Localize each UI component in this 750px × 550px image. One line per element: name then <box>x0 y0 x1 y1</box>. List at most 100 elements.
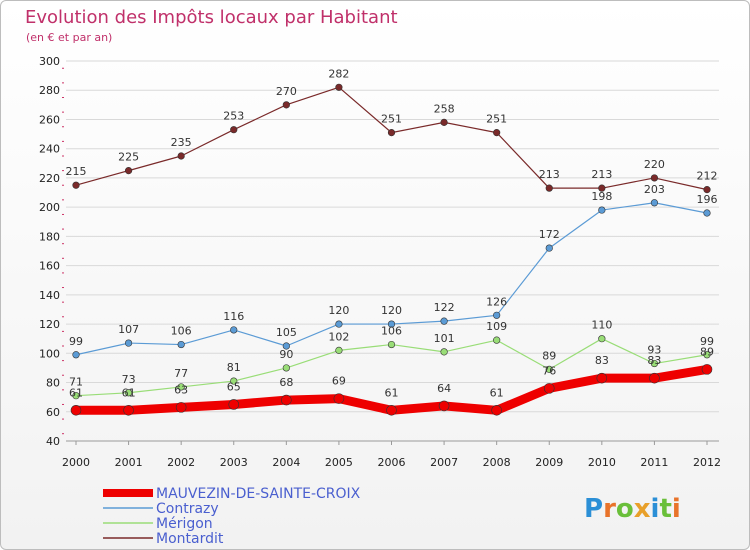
legend-label-contrazy: Contrazy <box>156 501 219 517</box>
data-label-contrazy: 126 <box>486 295 507 308</box>
data-label-mauvezin-de-sainte-croix: 61 <box>69 386 83 399</box>
marker-m-rigon <box>124 389 133 397</box>
legend-label-montardit: Montardit <box>156 531 224 547</box>
marker-mauvezin-de-sainte-croix <box>543 383 555 394</box>
marker-contrazy <box>124 339 133 347</box>
marker-mauvezin-de-sainte-croix <box>123 405 134 416</box>
data-label-m-rigon: 93 <box>647 344 661 357</box>
data-label-mauvezin-de-sainte-croix: 65 <box>227 380 241 393</box>
x-tick-label: 2004 <box>272 456 300 469</box>
y-tick-label: 200 <box>39 201 60 214</box>
data-label-contrazy: 196 <box>697 193 718 206</box>
marker-contrazy <box>703 209 711 217</box>
marker-montardit <box>598 184 606 192</box>
marker-contrazy <box>650 199 659 207</box>
y-tick-label: 180 <box>39 230 60 243</box>
marker-mauvezin-de-sainte-croix <box>281 394 292 406</box>
marker-mauvezin-de-sainte-croix <box>333 393 345 404</box>
data-label-montardit: 258 <box>434 102 455 115</box>
data-label-m-rigon: 109 <box>486 320 507 333</box>
data-label-m-rigon: 71 <box>69 376 83 389</box>
marker-mauvezin-de-sainte-croix <box>596 372 608 384</box>
data-label-contrazy: 116 <box>223 310 244 323</box>
x-axis: 2000 2001 2002 2003 2004 2005 2006 2007 2008 2009… <box>62 440 721 469</box>
y-tick-label: 120 <box>39 318 60 331</box>
logo-letter: i <box>672 494 681 524</box>
logo-letter: o <box>616 494 634 524</box>
chart-subtitle: (en € et par an) <box>26 31 112 44</box>
marker-m-rigon <box>598 335 606 343</box>
marker-contrazy <box>440 317 448 325</box>
legend-label-m-rigon: Mérigon <box>156 516 213 532</box>
data-label-montardit: 213 <box>591 168 612 181</box>
x-tick-label: 2008 <box>483 456 511 469</box>
x-tick-label: 2010 <box>588 456 616 469</box>
marker-mauvezin-de-sainte-croix <box>70 405 82 416</box>
marker-mauvezin-de-sainte-croix <box>438 400 450 412</box>
y-axis: 40 60 80 100 120 140 160 180 200 220 240 260 280 300 <box>39 55 64 448</box>
data-label-mauvezin-de-sainte-croix: 69 <box>332 375 346 388</box>
marker-montardit <box>493 129 501 137</box>
marker-contrazy <box>72 351 80 359</box>
y-tick-label: 80 <box>46 377 60 390</box>
data-label-mauvezin-de-sainte-croix: 61 <box>385 386 399 399</box>
data-label-m-rigon: 101 <box>434 332 455 345</box>
data-label-mauvezin-de-sainte-croix: 68 <box>279 376 293 389</box>
data-label-contrazy: 198 <box>591 190 612 203</box>
y-tick-label: 300 <box>39 55 60 68</box>
data-label-mauvezin-de-sainte-croix: 63 <box>174 383 188 396</box>
marker-montardit <box>703 186 711 194</box>
data-label-m-rigon: 90 <box>279 348 293 361</box>
x-tick-label: 2002 <box>167 456 195 469</box>
y-tick-label: 140 <box>39 289 60 302</box>
marker-m-rigon <box>282 364 290 372</box>
marker-montardit <box>72 181 80 189</box>
logo-letter: r <box>603 494 616 524</box>
data-label-m-rigon: 81 <box>227 361 241 374</box>
marker-montardit <box>335 83 343 91</box>
data-label-montardit: 251 <box>486 113 507 126</box>
data-label-m-rigon: 89 <box>542 349 556 362</box>
logo-letter: P <box>584 494 603 524</box>
data-label-contrazy: 120 <box>328 304 349 317</box>
logo-letter: x <box>634 494 651 524</box>
marker-m-rigon <box>545 365 553 373</box>
marker-contrazy <box>387 320 396 328</box>
x-tick-label: 2007 <box>430 456 458 469</box>
marker-m-rigon <box>650 359 659 368</box>
logo-letter: t <box>659 494 671 524</box>
marker-mauvezin-de-sainte-croix <box>701 364 713 375</box>
data-label-mauvezin-de-sainte-croix: 83 <box>595 354 609 367</box>
logo-text: Proxiti <box>584 494 681 524</box>
x-tick-label: 2011 <box>640 456 668 469</box>
y-tick-label: 60 <box>46 406 60 419</box>
proxiti-logo: Proxiti <box>584 494 681 524</box>
data-label-montardit: 235 <box>171 136 192 149</box>
data-label-m-rigon: 102 <box>328 330 349 343</box>
data-label-montardit: 251 <box>381 113 402 126</box>
marker-m-rigon <box>335 346 343 354</box>
marker-m-rigon <box>230 377 238 385</box>
y-tick-label: 40 <box>46 435 60 448</box>
data-label-contrazy: 105 <box>276 326 297 339</box>
marker-m-rigon <box>177 383 185 391</box>
y-tick-label: 260 <box>39 113 60 126</box>
legend-label-mauvezin-de-sainte-croix: MAUVEZIN-DE-SAINTE-CROIX <box>156 486 361 502</box>
marker-mauvezin-de-sainte-croix <box>491 405 502 416</box>
chart-title: Evolution des Impôts locaux par Habitant <box>25 7 398 28</box>
marker-montardit <box>440 118 448 126</box>
data-label-montardit: 282 <box>328 67 349 80</box>
marker-contrazy <box>493 311 501 319</box>
data-label-montardit: 213 <box>539 168 560 181</box>
marker-mauvezin-de-sainte-croix <box>386 405 397 416</box>
marker-contrazy <box>545 244 553 252</box>
data-label-montardit: 220 <box>644 158 665 171</box>
data-label-montardit: 225 <box>118 151 139 164</box>
marker-montardit <box>387 129 396 137</box>
data-label-montardit: 270 <box>276 85 297 98</box>
marker-contrazy <box>177 340 185 349</box>
data-label-m-rigon: 73 <box>122 373 136 386</box>
x-tick-label: 2012 <box>693 456 721 469</box>
data-label-m-rigon: 106 <box>381 325 402 338</box>
